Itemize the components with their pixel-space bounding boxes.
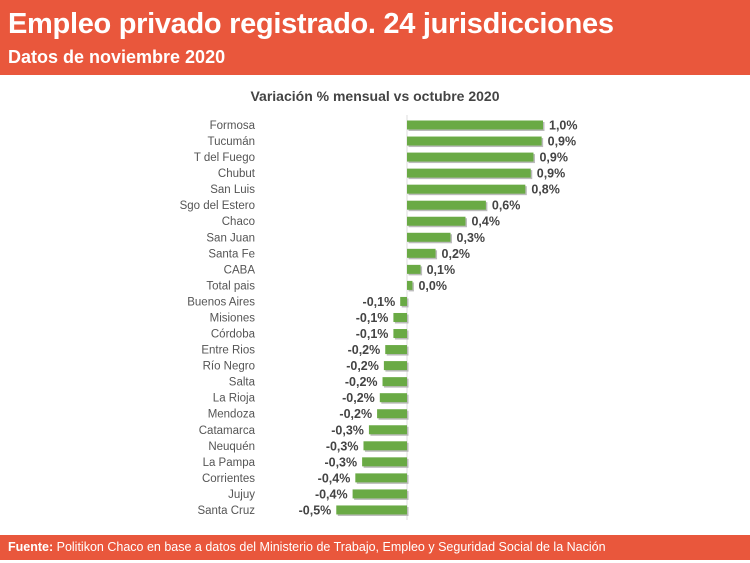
bar — [379, 393, 407, 403]
bar — [336, 505, 407, 515]
page-title: Empleo privado registrado. 24 jurisdicci… — [8, 8, 614, 40]
data-label: -0,2% — [346, 359, 379, 373]
category-label: Neuquén — [208, 441, 255, 453]
category-label: T del Fuego — [194, 152, 255, 164]
category-label: Formosa — [210, 120, 256, 132]
bar — [407, 168, 531, 178]
bar — [407, 184, 526, 194]
category-label: Mendoza — [208, 409, 256, 421]
data-label: -0,4% — [315, 487, 348, 501]
bar — [400, 296, 407, 306]
data-label: -0,3% — [324, 455, 357, 469]
data-label: 0,2% — [442, 247, 471, 261]
bar — [407, 200, 486, 210]
chart-title: Variación % mensual vs octubre 2020 — [250, 88, 500, 104]
data-label: -0,5% — [299, 503, 332, 517]
category-label: Sgo del Estero — [180, 200, 255, 212]
data-label: -0,3% — [331, 423, 364, 437]
data-label: 0,4% — [471, 215, 500, 229]
data-label: -0,2% — [345, 375, 378, 389]
category-label: Chaco — [222, 216, 255, 228]
data-label: 0,9% — [537, 167, 566, 181]
data-label: 0,3% — [457, 231, 486, 245]
source-footer: Fuente: Politikon Chaco en base a datos … — [0, 535, 750, 560]
category-label: Santa Cruz — [197, 505, 255, 517]
category-label: Salta — [229, 377, 256, 389]
category-label: Santa Fe — [208, 248, 255, 260]
bar — [407, 216, 466, 226]
source-label: Fuente: — [8, 540, 54, 554]
bar — [407, 136, 542, 146]
category-label: Corrientes — [202, 473, 255, 485]
category-label: La Pampa — [203, 457, 256, 469]
data-label: -0,2% — [342, 391, 375, 405]
data-label: 0,0% — [418, 279, 447, 293]
category-label: Misiones — [210, 312, 256, 324]
category-label: San Luis — [210, 184, 255, 196]
category-label: Buenos Aires — [187, 296, 255, 308]
category-label: Entre Rios — [201, 345, 255, 357]
category-label: Chubut — [218, 168, 256, 180]
header: Empleo privado registrado. 24 jurisdicci… — [0, 0, 750, 75]
data-label: 1,0% — [549, 119, 578, 133]
category-label: Córdoba — [211, 329, 256, 341]
data-label: 0,8% — [531, 183, 560, 197]
data-label: -0,3% — [326, 439, 359, 453]
bar — [407, 232, 451, 242]
data-label: 0,1% — [427, 263, 456, 277]
bar — [407, 248, 436, 258]
page-subtitle: Datos de noviembre 2020 — [8, 47, 226, 67]
source-text: Politikon Chaco en base a datos del Mini… — [53, 540, 606, 554]
bar — [352, 489, 407, 499]
bar — [407, 152, 534, 162]
data-label: 0,9% — [548, 135, 577, 149]
bar — [393, 329, 407, 339]
bar — [355, 473, 407, 483]
data-label: -0,1% — [356, 327, 389, 341]
category-label: CABA — [224, 264, 256, 276]
bar — [407, 264, 421, 274]
bar — [407, 280, 413, 290]
category-label: La Rioja — [213, 393, 256, 405]
data-label: -0,1% — [356, 311, 389, 325]
bar — [368, 425, 407, 435]
bar — [393, 312, 407, 322]
bar — [383, 361, 407, 371]
category-label: Tucumán — [207, 136, 255, 148]
bar-chart: Formosa 1,0% Tucumán 0,9% T del Fuego 0,9% Chu… — [180, 115, 578, 520]
data-label: -0,2% — [348, 343, 381, 357]
data-label: 0,9% — [539, 151, 568, 165]
data-label: -0,2% — [339, 407, 372, 421]
data-label: -0,4% — [318, 471, 351, 485]
bar — [407, 120, 543, 130]
category-label: Catamarca — [199, 425, 256, 437]
category-label: San Juan — [206, 232, 255, 244]
data-label: -0,1% — [363, 295, 396, 309]
category-label: Jujuy — [228, 489, 255, 501]
category-label: Total pais — [206, 280, 255, 292]
bar — [385, 345, 407, 355]
bar — [362, 457, 407, 467]
bar — [377, 409, 407, 419]
bar — [363, 441, 407, 451]
data-label: 0,6% — [492, 199, 521, 213]
bar — [382, 377, 407, 387]
category-label: Río Negro — [203, 361, 255, 373]
